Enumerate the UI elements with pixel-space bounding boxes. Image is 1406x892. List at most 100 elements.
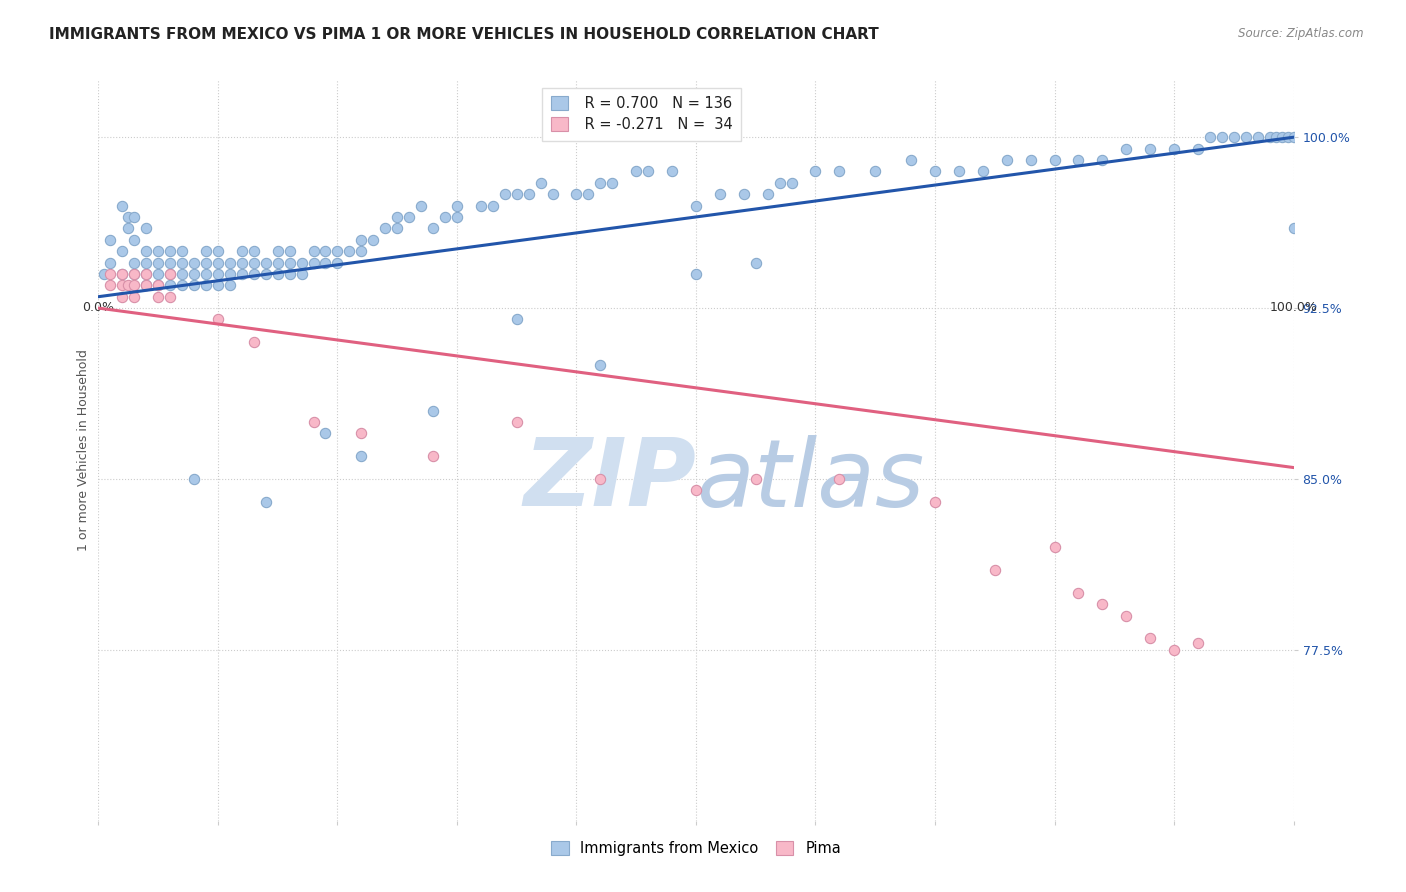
Point: [302, 255, 325, 269]
Point: [124, 278, 146, 293]
Point: [470, 198, 492, 212]
Point: [207, 312, 229, 326]
Point: [135, 278, 157, 293]
Point: [1271, 130, 1294, 145]
Point: [159, 244, 181, 259]
Point: [1199, 130, 1222, 145]
Point: [541, 187, 564, 202]
Point: [745, 472, 768, 486]
Point: [124, 267, 146, 281]
Point: [565, 187, 588, 202]
Point: [117, 221, 139, 235]
Point: [159, 278, 181, 293]
Point: [1282, 130, 1305, 145]
Point: [768, 176, 790, 190]
Point: [172, 255, 194, 269]
Point: [924, 164, 946, 178]
Point: [804, 164, 827, 178]
Point: [98, 233, 122, 247]
Point: [589, 472, 612, 486]
Point: [326, 255, 349, 269]
Point: [1277, 130, 1299, 145]
Point: [1211, 130, 1233, 145]
Point: [231, 255, 253, 269]
Point: [124, 290, 146, 304]
Point: [1019, 153, 1042, 167]
Point: [733, 187, 755, 202]
Point: [291, 267, 314, 281]
Point: [494, 187, 516, 202]
Point: [924, 494, 946, 508]
Point: [254, 255, 277, 269]
Point: [111, 278, 134, 293]
Point: [315, 255, 337, 269]
Point: [995, 153, 1018, 167]
Point: [1264, 130, 1286, 145]
Point: [93, 267, 115, 281]
Point: [411, 198, 433, 212]
Point: [828, 164, 851, 178]
Point: [117, 278, 139, 293]
Point: [865, 164, 887, 178]
Point: [1139, 632, 1161, 646]
Point: [972, 164, 994, 178]
Point: [278, 244, 301, 259]
Point: [446, 210, 468, 224]
Point: [756, 187, 779, 202]
Point: [1163, 142, 1185, 156]
Text: atlas: atlas: [696, 434, 924, 525]
Point: [1115, 608, 1137, 623]
Point: [183, 472, 205, 486]
Point: [219, 278, 242, 293]
Point: [111, 198, 134, 212]
Point: [1187, 636, 1209, 650]
Point: [243, 267, 266, 281]
Point: [111, 244, 134, 259]
Point: [1163, 642, 1185, 657]
Point: [1139, 142, 1161, 156]
Text: 0.0%: 0.0%: [83, 301, 114, 314]
Point: [111, 290, 134, 304]
Point: [135, 221, 157, 235]
Point: [1234, 130, 1257, 145]
Point: [195, 244, 218, 259]
Point: [159, 267, 181, 281]
Point: [267, 255, 290, 269]
Point: [446, 198, 468, 212]
Point: [159, 255, 181, 269]
Y-axis label: 1 or more Vehicles in Household: 1 or more Vehicles in Household: [77, 350, 90, 551]
Point: [254, 267, 277, 281]
Point: [685, 198, 707, 212]
Text: ZIP: ZIP: [523, 434, 696, 526]
Point: [1043, 153, 1066, 167]
Point: [183, 255, 205, 269]
Point: [506, 415, 529, 429]
Point: [148, 278, 170, 293]
Point: [1091, 597, 1114, 611]
Point: [385, 221, 409, 235]
Point: [291, 255, 314, 269]
Point: [709, 187, 731, 202]
Point: [363, 233, 385, 247]
Point: [1282, 221, 1305, 235]
Point: [1043, 541, 1066, 555]
Point: [530, 176, 553, 190]
Point: [135, 255, 157, 269]
Point: [124, 210, 146, 224]
Point: [1115, 142, 1137, 156]
Point: [117, 210, 139, 224]
Point: [254, 494, 277, 508]
Point: [326, 244, 349, 259]
Point: [350, 244, 373, 259]
Point: [350, 449, 373, 463]
Point: [350, 426, 373, 441]
Point: [207, 278, 229, 293]
Point: [422, 221, 444, 235]
Point: [589, 358, 612, 372]
Point: [243, 335, 266, 350]
Text: IMMIGRANTS FROM MEXICO VS PIMA 1 OR MORE VEHICLES IN HOUSEHOLD CORRELATION CHART: IMMIGRANTS FROM MEXICO VS PIMA 1 OR MORE…: [49, 27, 879, 42]
Point: [135, 278, 157, 293]
Point: [398, 210, 420, 224]
Point: [98, 255, 122, 269]
Point: [350, 233, 373, 247]
